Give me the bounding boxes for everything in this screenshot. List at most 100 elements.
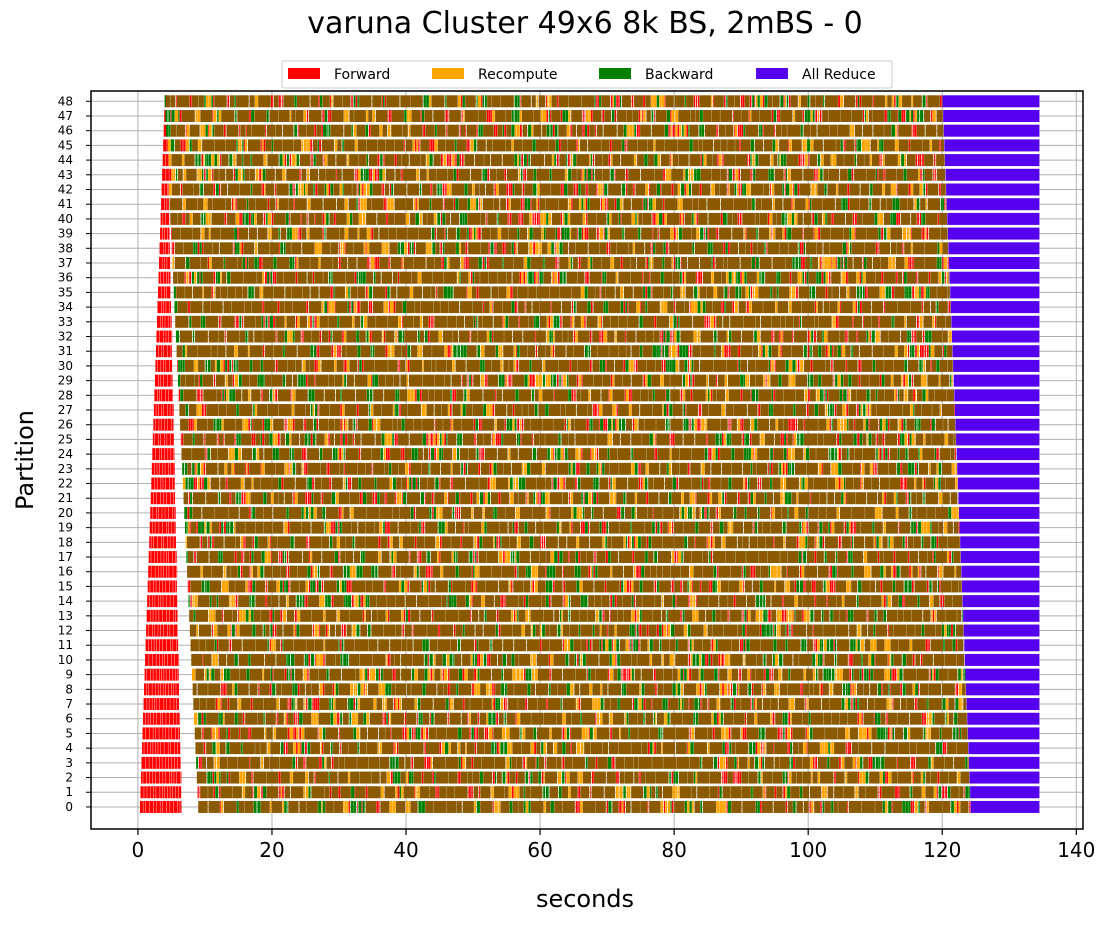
backward-bar <box>417 727 421 740</box>
forward-bar <box>171 756 175 769</box>
compute-bar <box>766 492 774 505</box>
forward-bar <box>194 551 196 564</box>
forward-bar <box>688 668 690 681</box>
compute-bar <box>384 462 389 475</box>
compute-bar <box>450 683 457 696</box>
backward-bar <box>441 448 443 461</box>
compute-bar <box>786 477 799 490</box>
compute-bar <box>410 521 419 534</box>
backward-bar <box>636 624 639 637</box>
compute-bar <box>582 580 594 593</box>
backward-bar <box>942 698 946 711</box>
compute-bar <box>841 462 853 475</box>
backward-bar <box>845 683 848 696</box>
compute-bar <box>619 639 626 652</box>
forward-bar <box>868 418 870 431</box>
compute-bar <box>671 448 680 461</box>
compute-bar <box>532 771 539 784</box>
recompute-bar <box>257 786 261 799</box>
recompute-bar <box>324 756 326 769</box>
compute-bar <box>795 404 807 417</box>
backward-bar <box>952 639 956 652</box>
forward-bar <box>780 433 783 446</box>
recompute-bar <box>458 742 461 755</box>
compute-bar <box>948 668 958 681</box>
compute-bar <box>943 418 948 431</box>
backward-bar <box>653 389 655 402</box>
forward-bar <box>771 462 773 475</box>
backward-bar <box>934 448 937 461</box>
recompute-bar <box>571 506 574 519</box>
forward-bar <box>655 448 657 461</box>
recompute-bar <box>866 404 868 417</box>
forward-bar <box>176 639 179 652</box>
compute-bar <box>429 639 438 652</box>
recompute-bar <box>728 683 731 696</box>
compute-bar <box>295 477 307 490</box>
backward-bar <box>700 668 704 681</box>
compute-bar <box>762 698 771 711</box>
recompute-bar <box>451 698 453 711</box>
forward-bar <box>201 712 204 725</box>
backward-bar <box>744 433 746 446</box>
compute-bar <box>683 433 695 446</box>
backward-bar <box>306 653 309 666</box>
recompute-bar <box>509 580 511 593</box>
compute-bar <box>942 800 951 813</box>
backward-bar <box>773 653 775 666</box>
compute-bar <box>925 433 932 446</box>
recompute-bar <box>882 418 886 431</box>
forward-bar <box>149 800 154 813</box>
recompute-bar <box>822 786 825 799</box>
compute-bar <box>242 565 250 578</box>
forward-bar <box>414 786 416 799</box>
forward-bar <box>887 624 889 637</box>
backward-bar <box>715 639 718 652</box>
recompute-bar <box>615 786 619 799</box>
compute-bar <box>235 580 246 593</box>
backward-bar <box>557 624 561 637</box>
compute-bar <box>731 800 742 813</box>
compute-bar <box>259 683 270 696</box>
backward-bar <box>285 433 290 446</box>
compute-bar <box>387 595 396 608</box>
recompute-bar <box>703 624 707 637</box>
compute-bar <box>472 404 483 417</box>
forward-bar <box>155 771 160 784</box>
forward-bar <box>148 565 151 578</box>
forward-bar <box>868 668 871 681</box>
forward-bar <box>166 565 169 578</box>
backward-bar <box>612 595 615 608</box>
recompute-bar <box>513 786 517 799</box>
forward-bar <box>248 418 250 431</box>
compute-bar <box>615 756 625 769</box>
recompute-bar <box>818 462 822 475</box>
compute-bar <box>712 653 719 666</box>
compute-bar <box>927 551 933 564</box>
compute-bar <box>736 506 745 519</box>
recompute-bar <box>931 756 934 769</box>
forward-bar <box>173 639 177 652</box>
backward-bar <box>779 462 782 475</box>
forward-bar <box>152 521 155 534</box>
compute-bar <box>255 595 265 608</box>
recompute-bar <box>384 433 388 446</box>
compute-bar <box>470 698 483 711</box>
compute-bar <box>576 404 588 417</box>
compute-bar <box>626 683 640 696</box>
compute-bar <box>325 727 339 740</box>
backward-bar <box>284 800 287 813</box>
recompute-bar <box>221 668 224 681</box>
forward-bar <box>156 580 160 593</box>
recompute-bar <box>898 418 902 431</box>
recompute-bar <box>727 521 730 534</box>
forward-bar <box>144 668 147 681</box>
compute-bar <box>533 433 540 446</box>
backward-bar <box>329 698 331 711</box>
recompute-bar <box>489 683 492 696</box>
compute-bar <box>562 698 576 711</box>
compute-bar <box>948 433 954 446</box>
forward-bar <box>393 565 395 578</box>
forward-bar <box>294 712 296 725</box>
backward-bar <box>415 727 418 740</box>
